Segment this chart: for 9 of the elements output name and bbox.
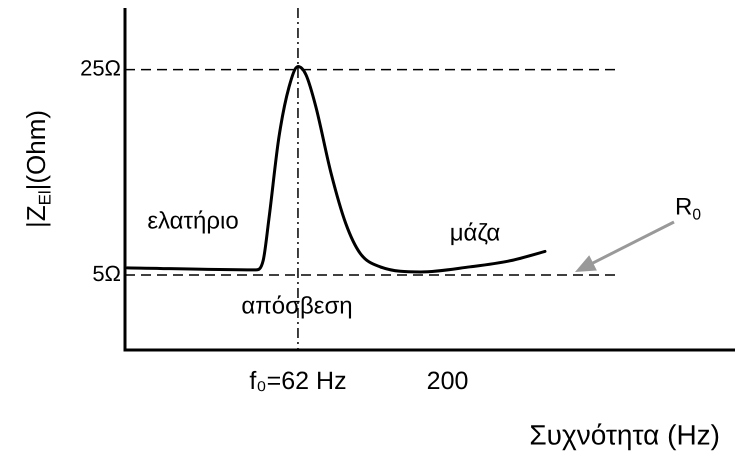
y-axis-title: |ZEl|(Ohm) (21, 110, 54, 228)
annotation: ελατήριο (147, 208, 239, 235)
x-tick-label: f₀=62 Hz (249, 366, 347, 395)
y-tick-label: 25Ω (80, 56, 122, 81)
x-axis-title: Συχνότητα (Hz) (529, 420, 720, 451)
x-tick-label: 200 (426, 366, 468, 395)
annotation: απόσβεση (241, 292, 353, 320)
annotation: μάζα (450, 220, 500, 247)
y-tick-label: 5Ω (92, 261, 122, 286)
